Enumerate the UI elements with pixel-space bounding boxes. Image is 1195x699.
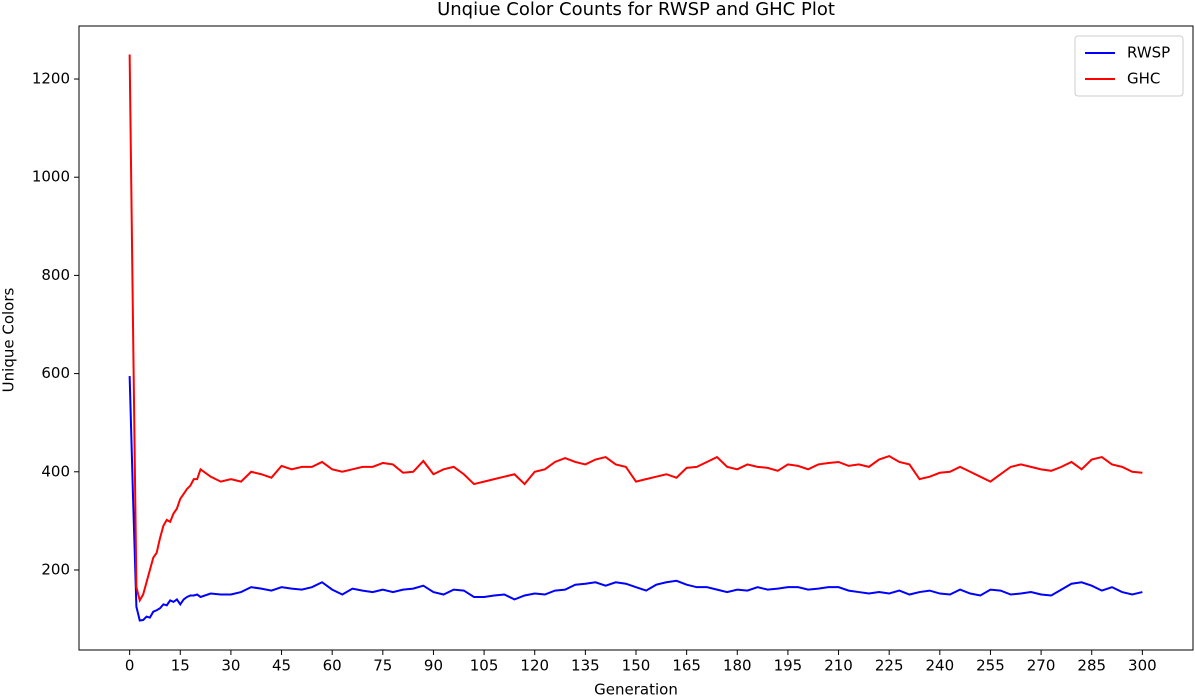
x-tick-label: 150 bbox=[622, 657, 651, 675]
x-tick-label: 300 bbox=[1128, 657, 1157, 675]
x-tick-label: 195 bbox=[774, 657, 803, 675]
data-line bbox=[128, 54, 1143, 604]
legend-box bbox=[1074, 35, 1184, 97]
y-tick-label: 800 bbox=[41, 266, 70, 284]
x-tick-label: 240 bbox=[925, 657, 954, 675]
data-line bbox=[128, 376, 1143, 622]
x-tick-label: 45 bbox=[272, 657, 291, 675]
x-tick-label: 0 bbox=[125, 657, 135, 675]
x-tick-label: 285 bbox=[1077, 657, 1106, 675]
plot-frame bbox=[78, 25, 1194, 651]
x-tick-label: 135 bbox=[571, 657, 600, 675]
y-tick-label: 600 bbox=[41, 364, 70, 382]
x-tick-label: 120 bbox=[520, 657, 549, 675]
x-tick-label: 15 bbox=[171, 657, 190, 675]
y-tick-label: 400 bbox=[41, 462, 70, 480]
x-tick-label: 30 bbox=[221, 657, 240, 675]
x-tick-label: 90 bbox=[424, 657, 443, 675]
x-tick-label: 225 bbox=[875, 657, 904, 675]
y-tick-label: 200 bbox=[41, 560, 70, 578]
legend-label: GHC bbox=[1127, 70, 1160, 88]
y-tick-label: 1200 bbox=[32, 70, 70, 88]
y-axis-label: Unique Colors bbox=[0, 287, 18, 392]
x-tick-label: 255 bbox=[976, 657, 1005, 675]
x-tick-label: 105 bbox=[470, 657, 499, 675]
x-tick-label: 60 bbox=[323, 657, 342, 675]
x-tick-label: 75 bbox=[373, 657, 392, 675]
x-tick-label: 165 bbox=[672, 657, 701, 675]
chart-title: Unqiue Color Counts for RWSP and GHC Plo… bbox=[437, 0, 835, 20]
legend-label: RWSP bbox=[1127, 44, 1170, 62]
x-axis-label: Generation bbox=[594, 681, 678, 699]
x-tick-label: 180 bbox=[723, 657, 752, 675]
y-tick-label: 1000 bbox=[32, 168, 70, 186]
x-tick-label: 210 bbox=[824, 657, 853, 675]
x-tick-label: 270 bbox=[1027, 657, 1056, 675]
